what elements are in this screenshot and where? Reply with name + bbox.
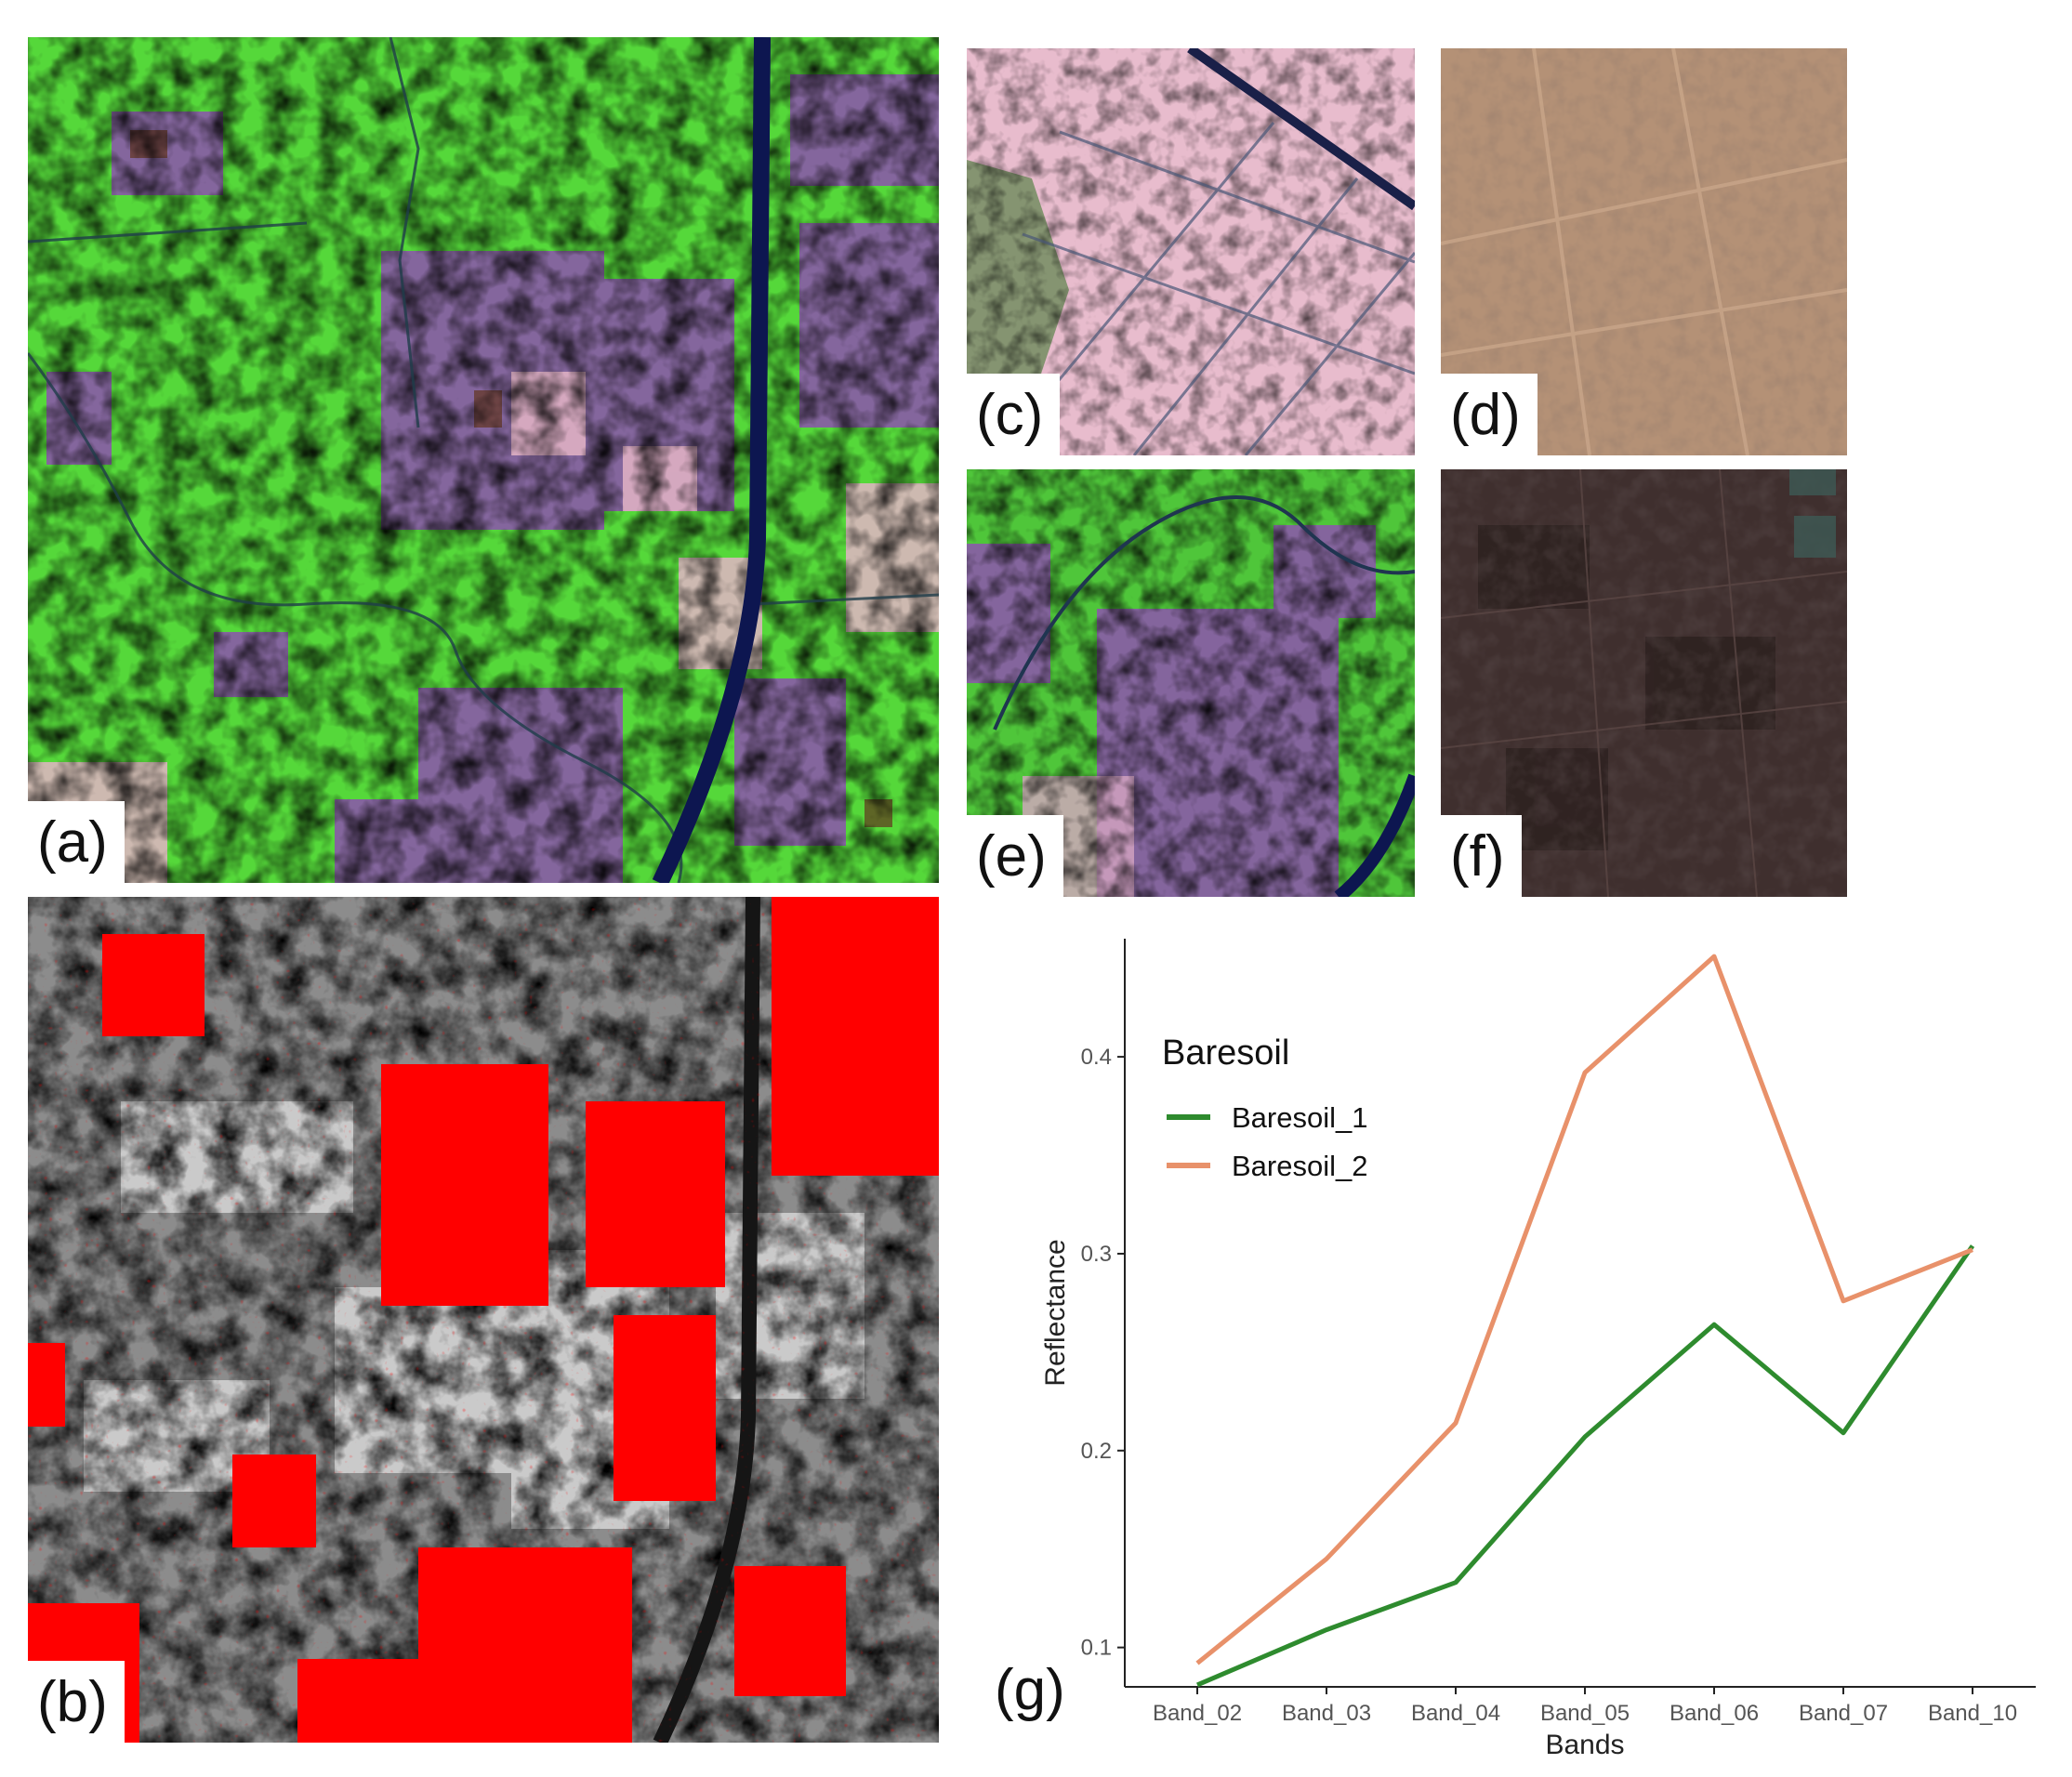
panel-label-b: (b) <box>28 1661 125 1743</box>
y-axis-title: Reflectance <box>1040 1239 1071 1386</box>
panel-label-d: (d) <box>1441 374 1538 455</box>
satellite-image-f <box>1441 469 1847 897</box>
false-color-image-a: (a) <box>28 37 939 883</box>
series-line-2 <box>1195 954 1973 1665</box>
x-tick-label: Band_06 <box>1669 1701 1759 1726</box>
false-color-image-c: (c) <box>967 48 1415 455</box>
y-tick-label: 0.2 <box>1081 1439 1112 1464</box>
satellite-image-a <box>28 37 939 883</box>
legend-label-2: Baresoil_2 <box>1232 1150 1367 1182</box>
y-tick-label: 0.3 <box>1081 1242 1112 1267</box>
y-tick-label: 0.1 <box>1081 1636 1112 1661</box>
chart-series <box>1195 954 1975 1688</box>
panel-label-e: (e) <box>967 815 1063 897</box>
panel-label-c: (c) <box>967 374 1061 455</box>
x-tick-label: Band_02 <box>1153 1701 1242 1726</box>
satellite-image-e <box>967 469 1415 897</box>
x-tick-label: Band_05 <box>1540 1701 1630 1726</box>
satellite-image-b <box>28 897 939 1743</box>
panel-label-g: (g) <box>967 1649 1082 1729</box>
legend-title: Baresoil <box>1162 1033 1289 1073</box>
chart-axes: 0.1 0.2 0.3 0.4 Band_02 Band_03 Band_04 Band_05… <box>1040 939 2036 1757</box>
reflectance-line-chart: 0.1 0.2 0.3 0.4 Band_02 Band_03 Band_04 Band_05… <box>1040 939 2036 1757</box>
mask-image-b: (b) <box>28 897 939 1743</box>
x-tick-label: Band_07 <box>1799 1701 1888 1726</box>
legend-label-1: Baresoil_1 <box>1232 1101 1367 1134</box>
false-color-image-e: (e) <box>967 469 1415 897</box>
panel-label-f: (f) <box>1441 815 1522 897</box>
x-tick-label: Band_04 <box>1411 1701 1500 1726</box>
panel-label-a: (a) <box>28 801 125 883</box>
x-axis-title: Bands <box>1545 1730 1624 1757</box>
true-color-image-f: (f) <box>1441 469 1847 897</box>
chart-legend: Baresoil Baresoil_1 Baresoil_2 <box>1162 1033 1367 1182</box>
true-color-image-d: (d) <box>1441 48 1847 455</box>
x-tick-label: Band_10 <box>1928 1701 2017 1726</box>
x-tick-label: Band_03 <box>1282 1701 1371 1726</box>
y-tick-label: 0.4 <box>1081 1045 1112 1070</box>
series-line-1 <box>1196 1244 1975 1688</box>
reflectance-chart-panel: 0.1 0.2 0.3 0.4 Band_02 Band_03 Band_04 Band_05… <box>967 920 2072 1757</box>
